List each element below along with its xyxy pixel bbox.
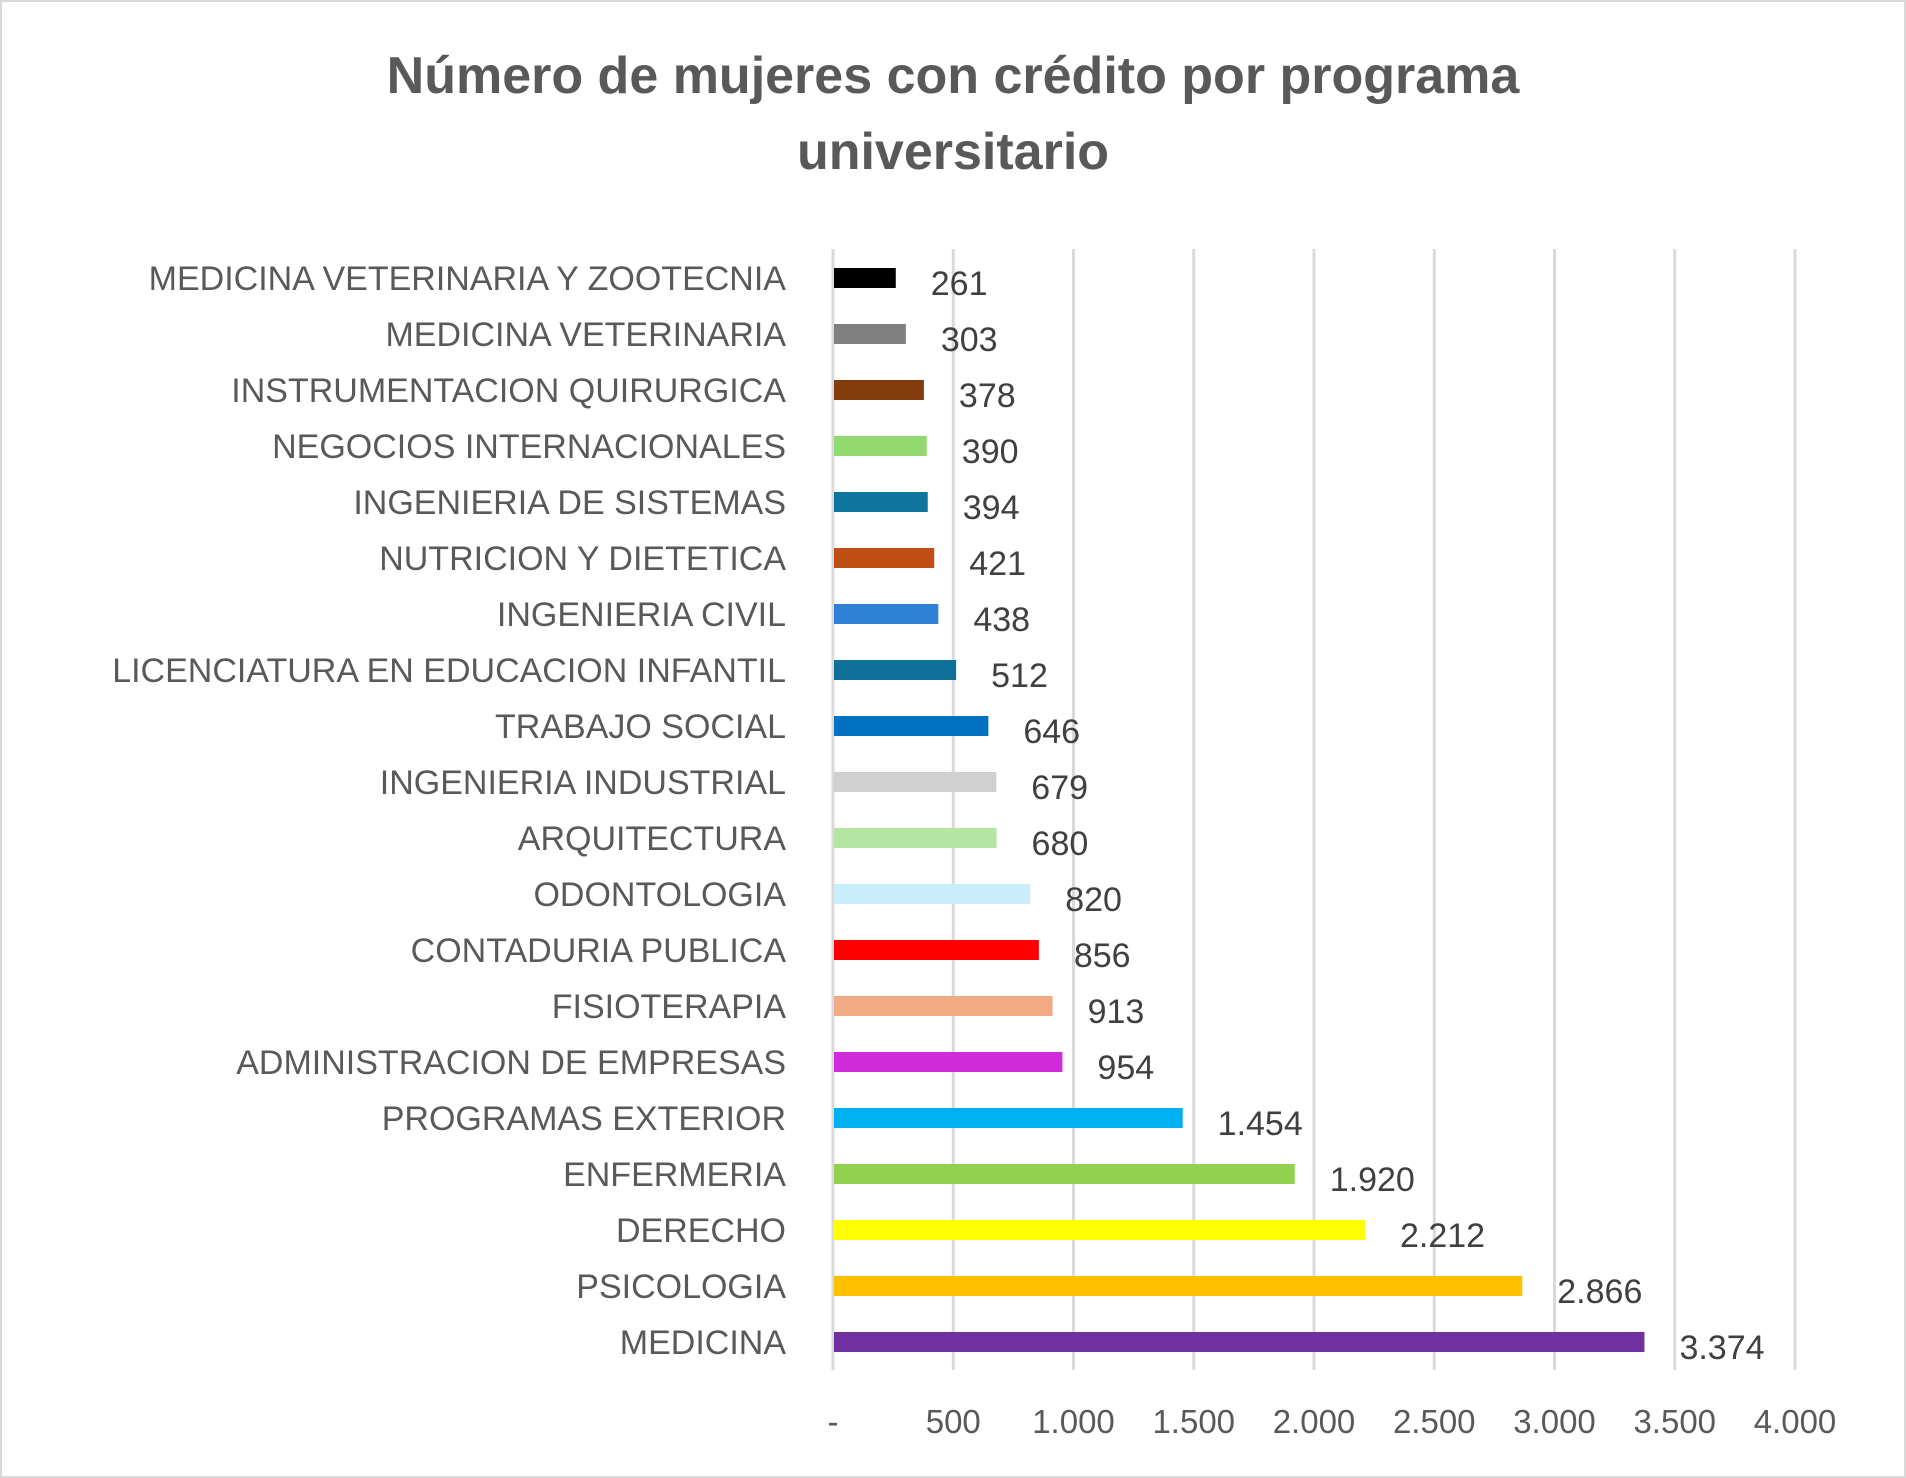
bar bbox=[834, 996, 1053, 1016]
bar bbox=[834, 884, 1031, 904]
bar bbox=[834, 380, 924, 400]
x-tick-label: 2.500 bbox=[1393, 1403, 1476, 1440]
category-label: NUTRICION Y DIETETICA bbox=[379, 540, 786, 578]
category-label: PROGRAMAS EXTERIOR bbox=[382, 1100, 786, 1138]
x-tick-label: 3.000 bbox=[1513, 1403, 1596, 1440]
data-label: 913 bbox=[1088, 993, 1145, 1031]
category-label: LICENCIATURA EN EDUCACION INFANTIL bbox=[112, 652, 786, 690]
chart-title-line-1: Número de mujeres con crédito por progra… bbox=[386, 47, 1520, 105]
bar bbox=[834, 716, 989, 736]
category-label: INGENIERIA INDUSTRIAL bbox=[380, 764, 786, 802]
data-label: 512 bbox=[991, 657, 1048, 695]
x-tick-label: 2.000 bbox=[1273, 1403, 1356, 1440]
data-label: 261 bbox=[931, 265, 988, 303]
x-tick-label: 4.000 bbox=[1754, 1403, 1837, 1440]
bar bbox=[834, 940, 1039, 960]
bar bbox=[834, 548, 935, 568]
category-label: MEDICINA bbox=[620, 1324, 787, 1362]
bar bbox=[834, 268, 896, 288]
category-label: CONTADURIA PUBLICA bbox=[411, 932, 787, 970]
bar bbox=[834, 1276, 1523, 1296]
category-label: ARQUITECTURA bbox=[518, 820, 787, 858]
gridlines bbox=[831, 249, 1797, 1370]
bar bbox=[834, 324, 906, 344]
bar bbox=[834, 828, 997, 848]
category-label: ODONTOLOGIA bbox=[533, 876, 786, 914]
data-label: 390 bbox=[962, 433, 1019, 471]
category-label: FISIOTERAPIA bbox=[552, 988, 787, 1026]
x-tick-label: 1.000 bbox=[1032, 1403, 1115, 1440]
category-label: ADMINISTRACION DE EMPRESAS bbox=[236, 1044, 786, 1082]
x-tick-label: - bbox=[828, 1403, 839, 1440]
category-label: TRABAJO SOCIAL bbox=[495, 708, 786, 746]
category-label: MEDICINA VETERINARIA bbox=[385, 316, 786, 354]
category-label: DERECHO bbox=[616, 1212, 786, 1250]
category-label: NEGOCIOS INTERNACIONALES bbox=[272, 428, 786, 466]
bar bbox=[834, 604, 939, 624]
x-tick-label: 3.500 bbox=[1633, 1403, 1716, 1440]
category-label: MEDICINA VETERINARIA Y ZOOTECNIA bbox=[149, 260, 787, 298]
x-axis-ticks: - 500 1.000 1.500 2.000 2.500 3.000 3.500 4.000 bbox=[828, 1403, 1837, 1440]
bar bbox=[834, 1220, 1365, 1240]
data-label: 3.374 bbox=[1679, 1329, 1764, 1367]
category-label: INSTRUMENTACION QUIRURGICA bbox=[231, 372, 786, 410]
bar bbox=[834, 436, 927, 456]
data-label: 438 bbox=[973, 601, 1030, 639]
data-labels: 261 303 378 390 394 421 438 512 646 679 680 820 856 9… bbox=[931, 265, 1765, 1367]
data-label: 646 bbox=[1023, 713, 1080, 751]
data-label: 1.454 bbox=[1218, 1105, 1303, 1143]
bar bbox=[834, 772, 997, 792]
category-label: ENFERMERIA bbox=[563, 1156, 786, 1194]
x-tick-label: 500 bbox=[926, 1403, 981, 1440]
bar bbox=[834, 1164, 1295, 1184]
category-label: INGENIERIA DE SISTEMAS bbox=[353, 484, 786, 522]
category-label: PSICOLOGIA bbox=[576, 1268, 786, 1306]
data-label: 2.212 bbox=[1400, 1217, 1485, 1255]
chart-title-line-2: universitario bbox=[796, 123, 1110, 181]
data-label: 856 bbox=[1074, 937, 1131, 975]
data-label: 954 bbox=[1097, 1049, 1154, 1087]
bar bbox=[834, 1052, 1063, 1072]
category-labels: MEDICINA VETERINARIA Y ZOOTECNIA MEDICINA… bbox=[112, 260, 786, 1362]
data-label: 679 bbox=[1031, 769, 1088, 807]
category-label: INGENIERIA CIVIL bbox=[497, 596, 786, 634]
bar bbox=[834, 1108, 1183, 1128]
data-label: 820 bbox=[1065, 881, 1122, 919]
x-tick-label: 1.500 bbox=[1152, 1403, 1235, 1440]
bars bbox=[834, 268, 1645, 1352]
chart-title: Número de mujeres con crédito por progra… bbox=[0, 38, 1906, 190]
bar bbox=[834, 1332, 1645, 1352]
bar bbox=[834, 492, 928, 512]
data-label: 394 bbox=[963, 489, 1020, 527]
bar bbox=[834, 660, 957, 680]
data-label: 680 bbox=[1032, 825, 1089, 863]
data-label: 421 bbox=[969, 545, 1026, 583]
data-label: 2.866 bbox=[1557, 1273, 1642, 1311]
data-label: 303 bbox=[941, 321, 998, 359]
data-label: 378 bbox=[959, 377, 1016, 415]
data-label: 1.920 bbox=[1330, 1161, 1415, 1199]
